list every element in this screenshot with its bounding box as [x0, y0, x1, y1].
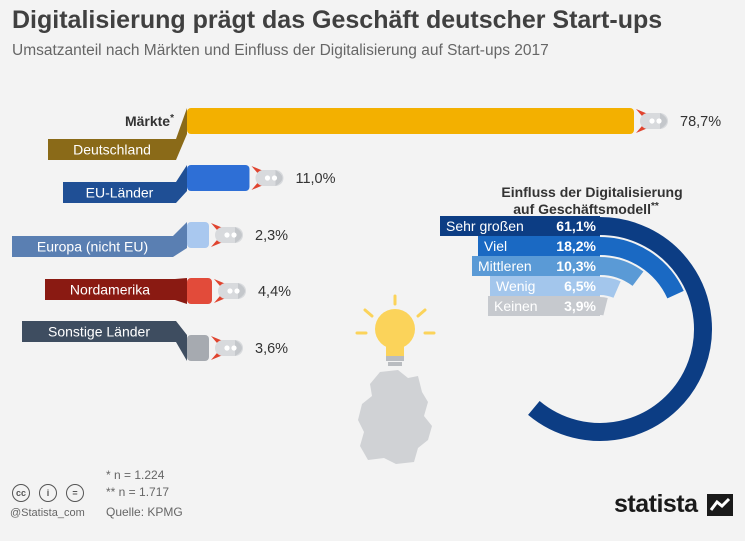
bar-value-label: 2,3% [255, 228, 288, 244]
bar-label-box [48, 139, 176, 160]
ring-arc [599, 297, 608, 316]
bar-value-label: 11,0% [295, 171, 335, 187]
ring-value-label: 3,9% [564, 298, 596, 314]
note-n1: * n = 1.224 [106, 468, 165, 482]
bar [187, 108, 634, 134]
ring-value-label: 6,5% [564, 278, 596, 294]
bar-legend-title: Märkte* [125, 113, 174, 129]
bar-connector [175, 278, 187, 304]
ring-value-label: 10,3% [556, 258, 596, 274]
bar-category-label: Sonstige Länder [48, 324, 150, 340]
bar-label-box [12, 236, 173, 257]
ring-category-label: Sehr großen [446, 218, 524, 234]
ring-label-box [488, 296, 600, 316]
ring-label-box [478, 236, 600, 256]
bar-category-label: EU-Länder [86, 185, 154, 201]
bar-label-box [63, 182, 176, 203]
ring-title-line2: auf Geschäftsmodell** [513, 201, 659, 217]
bar-category-label: Nordamerika [70, 282, 150, 298]
bar-value-label: 3,6% [255, 341, 288, 357]
bar-connector [176, 321, 187, 361]
note-n2: ** n = 1.717 [106, 485, 170, 499]
ring-category-label: Keinen [494, 298, 538, 314]
bar [187, 335, 209, 361]
page-title: Digitalisierung prägt das Geschäft deuts… [12, 6, 663, 34]
rocket-icon [213, 279, 246, 303]
bar [187, 165, 250, 191]
bar-category-label: Europa (nicht EU) [37, 239, 148, 255]
no-derivatives-icon[interactable]: = [66, 484, 84, 502]
bar-label-box [45, 279, 175, 300]
bar-value-label: 4,4% [258, 284, 291, 300]
ring-label-box [440, 216, 600, 236]
ring-value-label: 61,1% [556, 218, 596, 234]
ring-label-box [472, 256, 600, 276]
ring-arc [599, 257, 644, 287]
rocket-icon [211, 223, 243, 247]
statista-logo-icon [707, 494, 733, 516]
bar-connector [176, 165, 187, 203]
bar-connector [176, 108, 187, 160]
bar-value-label: 78,7% [680, 114, 721, 130]
statista-handle[interactable]: @Statista_com [10, 507, 85, 519]
bar-category-label: Deutschland [73, 142, 151, 158]
cc-license-icon[interactable]: cc [12, 484, 30, 502]
bar [187, 278, 212, 304]
ring-arc [528, 217, 712, 441]
lightbulb-icon [355, 294, 436, 366]
germany-map-icon [358, 370, 432, 464]
ring-arc [599, 237, 684, 299]
source-note: Quelle: KPMG [106, 505, 183, 519]
ring-arc [599, 277, 621, 298]
ring-category-label: Wenig [496, 278, 535, 294]
ring-label-box [490, 276, 600, 296]
ring-value-label: 18,2% [556, 238, 596, 254]
rocket-icon [636, 109, 668, 133]
statista-logo[interactable]: statista [614, 490, 698, 518]
ring-category-label: Mittleren [478, 258, 532, 274]
bar [187, 222, 209, 248]
rocket-icon [251, 166, 284, 190]
page-subtitle: Umsatzanteil nach Märkten und Einfluss d… [12, 42, 549, 59]
ring-category-label: Viel [484, 238, 507, 254]
attribution-icon[interactable]: i [39, 484, 57, 502]
ring-title-line1: Einfluss der Digitalisierung [501, 184, 682, 200]
bar-label-box [22, 321, 176, 342]
rocket-icon [211, 336, 243, 360]
bar-connector [173, 222, 187, 257]
